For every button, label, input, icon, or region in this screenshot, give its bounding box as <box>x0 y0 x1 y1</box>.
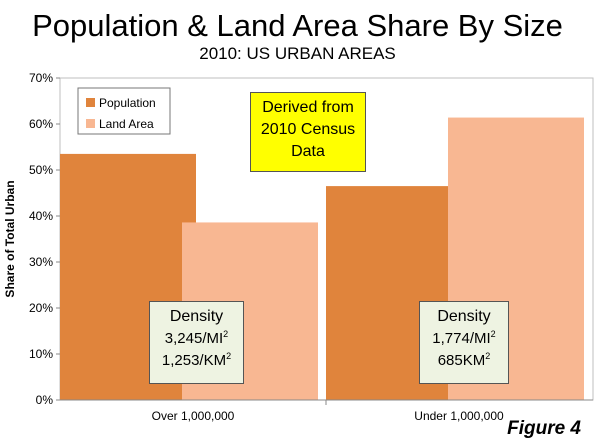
legend-label-population: Population <box>99 96 156 110</box>
y-tick-label: 60% <box>29 117 53 131</box>
legend-swatch-population <box>86 98 95 107</box>
figure-label: Figure 4 <box>507 418 581 439</box>
density-per-km: 685KM2 <box>437 351 491 370</box>
y-axis-label: Share of Total Urban <box>3 180 17 297</box>
legend-swatch-land-area <box>86 119 95 128</box>
density-title: Density <box>437 308 491 325</box>
y-tick-label: 30% <box>29 255 53 269</box>
density-per-mi: 3,245/MI2 <box>164 329 229 348</box>
density-per-km: 1,253/KM2 <box>161 351 232 370</box>
y-tick-label: 50% <box>29 163 53 177</box>
legend-label-land-area: Land Area <box>99 117 154 131</box>
density-per-mi: 1,774/MI2 <box>432 329 496 348</box>
derived-from-callout: Derived from 2010 Census Data <box>250 92 366 172</box>
y-tick-label: 20% <box>29 301 53 315</box>
legend: Population Land Area <box>77 87 171 135</box>
derived-line-3: Data <box>291 143 325 160</box>
y-tick-label: 70% <box>29 71 53 85</box>
chart-subtitle: 2010: US URBAN AREAS <box>199 44 396 63</box>
density-box-over-1m: Density 3,245/MI2 1,253/KM2 <box>149 301 244 384</box>
derived-line-2: 2010 Census <box>260 121 356 138</box>
chart-title: Population & Land Area Share By Size <box>32 8 563 43</box>
derived-line-1: Derived from <box>262 99 354 116</box>
density-box-under-1m: Density 1,774/MI2 685KM2 <box>419 301 509 384</box>
y-tick-label: 40% <box>29 209 53 223</box>
x-category-label: Under 1,000,000 <box>414 409 504 423</box>
density-title: Density <box>169 308 224 325</box>
y-tick-label: 10% <box>29 347 53 361</box>
x-category-label: Over 1,000,000 <box>152 409 235 423</box>
y-tick-label: 0% <box>36 393 54 407</box>
